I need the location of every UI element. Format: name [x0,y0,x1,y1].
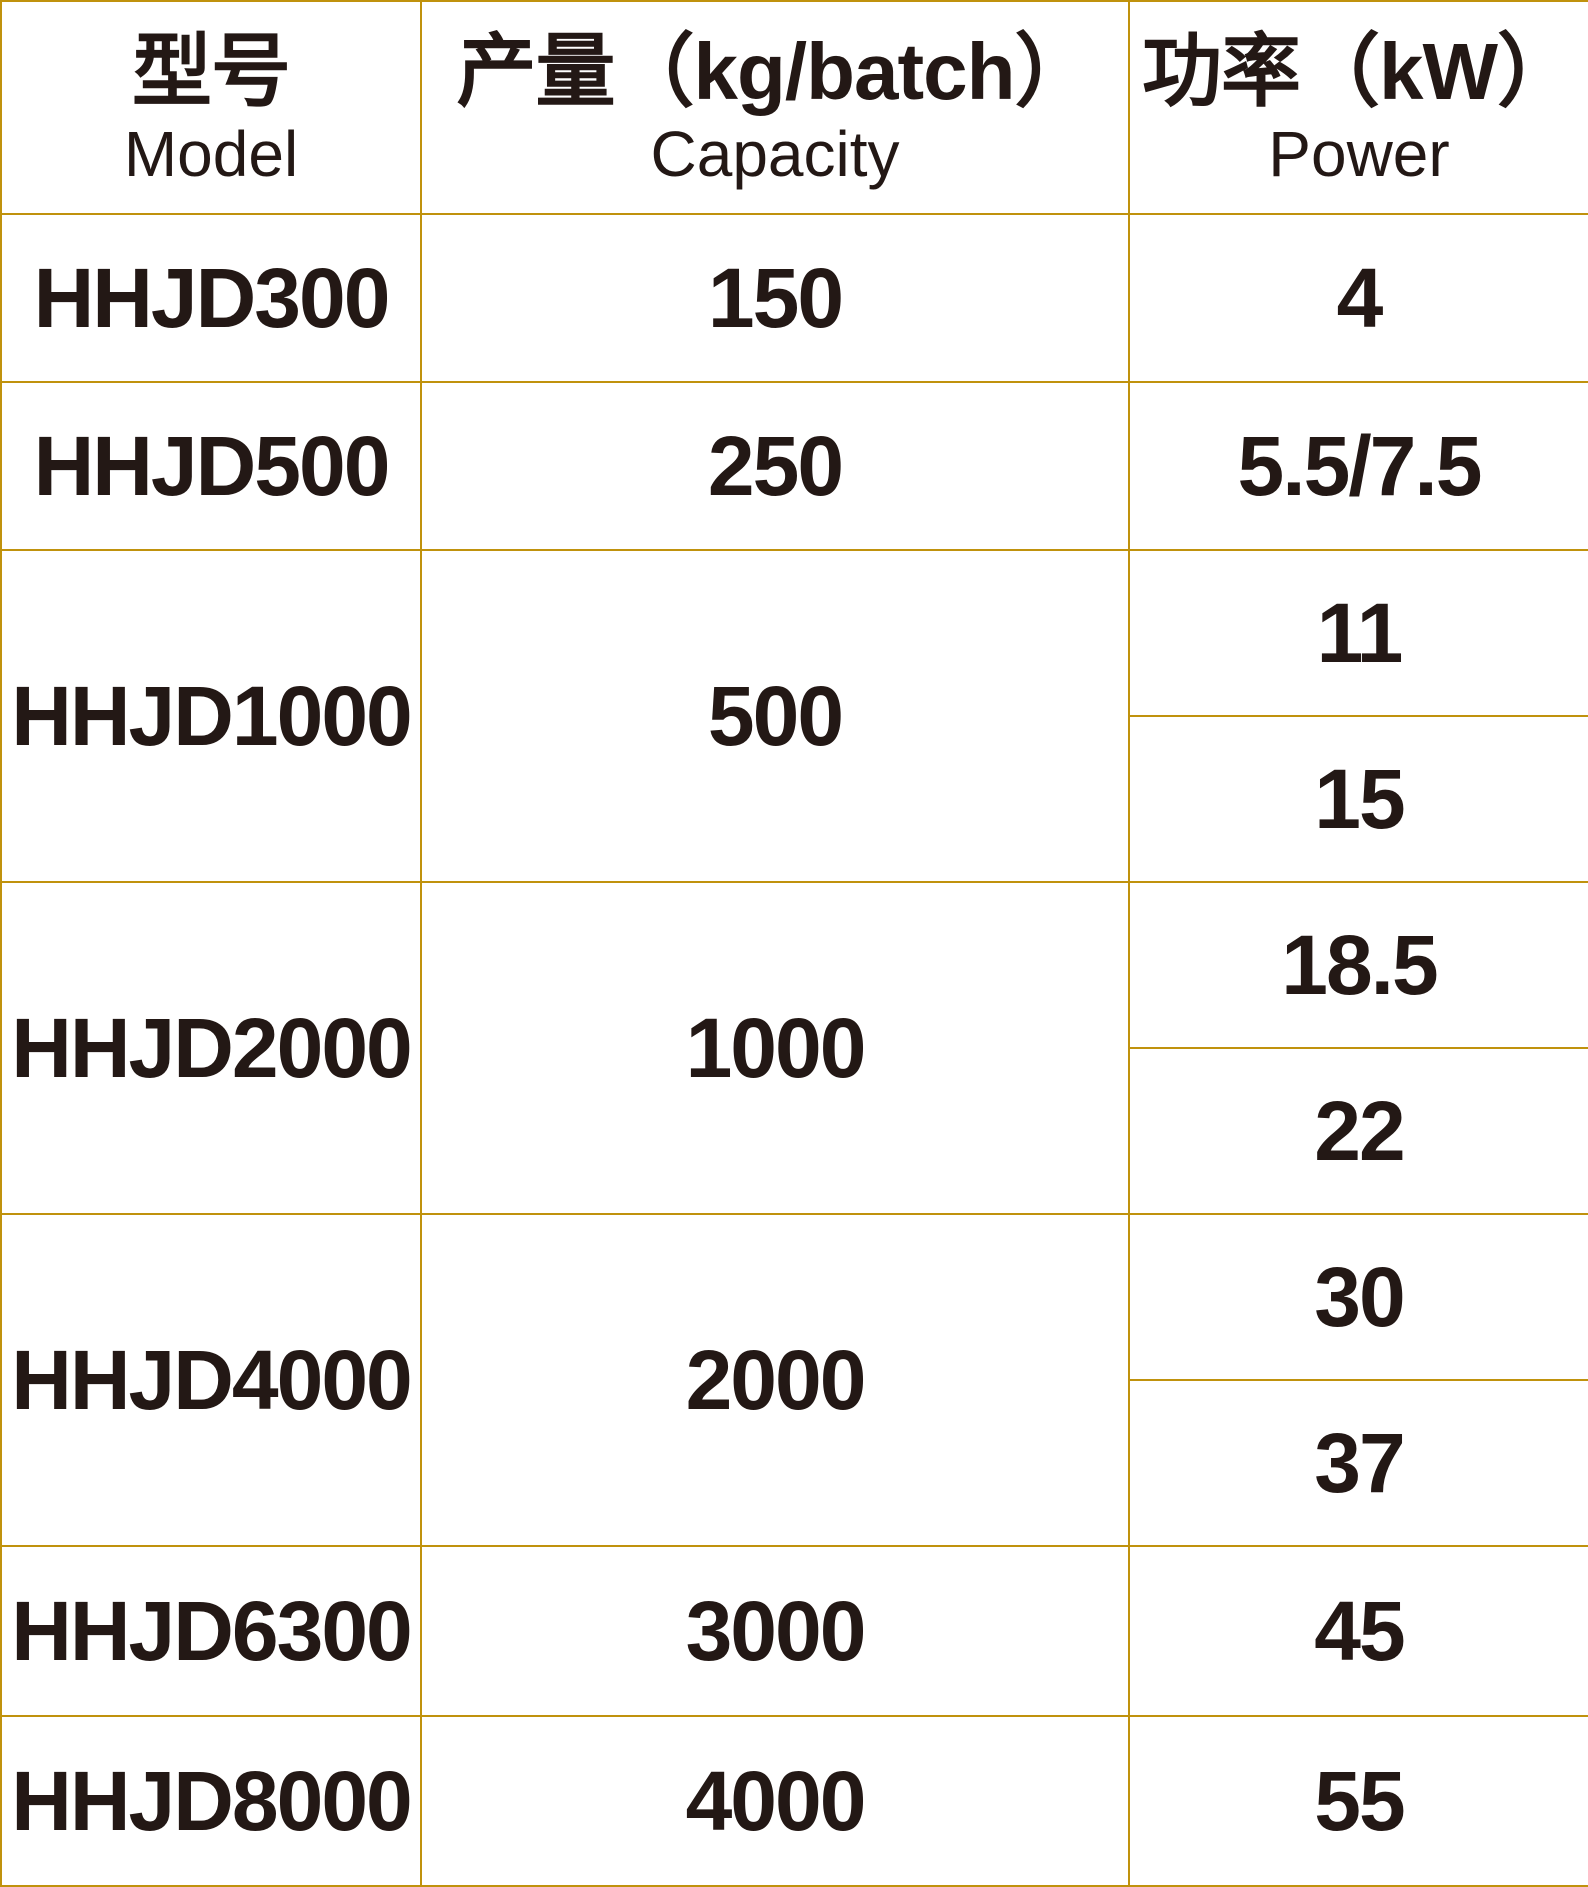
capacity-cell: 3000 [420,1545,1130,1717]
row-hhjd1000-sub: 15 [1,715,1588,883]
power-cell-upper: 18.5 [1128,881,1588,1049]
power-cell: 55 [1128,1715,1588,1887]
header-cell-model: 型号 Model [0,0,422,215]
capacity-cell: 250 [420,381,1130,551]
row-hhjd6300: HHJD6300 3000 45 [0,1545,1588,1717]
row-hhjd300: HHJD300 150 4 [0,213,1588,383]
header-cell-capacity: 产量（kg/batch） Capacity [420,0,1130,215]
header-model-zh: 型号 [132,27,291,117]
power-cell: 5.5/7.5 [1128,381,1588,551]
model-cell: HHJD1000 [0,549,422,883]
capacity-cell: 1000 [420,881,1130,1215]
capacity-cell: 500 [420,549,1130,883]
header-row: 型号 Model 产量（kg/batch） Capacity 功率（kW） Po… [0,0,1588,215]
power-cell-upper: 11 [1128,549,1588,717]
power-cell: 4 [1128,213,1588,383]
row-hhjd500: HHJD500 250 5.5/7.5 [0,381,1588,551]
header-cell-power: 功率（kW） Power [1128,0,1588,215]
model-cell: HHJD8000 [0,1715,422,1887]
model-cell: HHJD2000 [0,881,422,1215]
model-cell: HHJD6300 [0,1545,422,1717]
model-cell: HHJD300 [0,213,422,383]
model-cell: HHJD4000 [0,1213,422,1547]
power-cell-lower: 22 [1128,1047,1588,1215]
header-power-en: Power [1268,117,1450,190]
power-cell-upper: 30 [1128,1213,1588,1381]
power-cell-lower: 37 [1128,1379,1588,1547]
row-hhjd1000: HHJD1000 500 11 [0,549,1588,883]
capacity-cell: 2000 [420,1213,1130,1547]
power-cell: 45 [1128,1545,1588,1717]
row-hhjd2000-sub: 22 [1,1047,1588,1215]
header-capacity-zh: 产量（kg/batch） [456,27,1095,117]
row-hhjd8000: HHJD8000 4000 55 [0,1715,1588,1887]
capacity-cell: 4000 [420,1715,1130,1887]
row-hhjd4000: HHJD4000 2000 30 [0,1213,1588,1547]
capacity-cell: 150 [420,213,1130,383]
header-model-en: Model [123,117,299,190]
header-power-zh: 功率（kW） [1142,27,1577,117]
row-hhjd2000: HHJD2000 1000 18.5 [0,881,1588,1215]
row-hhjd4000-sub: 37 [1,1379,1588,1547]
header-capacity-en: Capacity [650,117,900,190]
model-cell: HHJD500 [0,381,422,551]
power-cell-lower: 15 [1128,715,1588,883]
